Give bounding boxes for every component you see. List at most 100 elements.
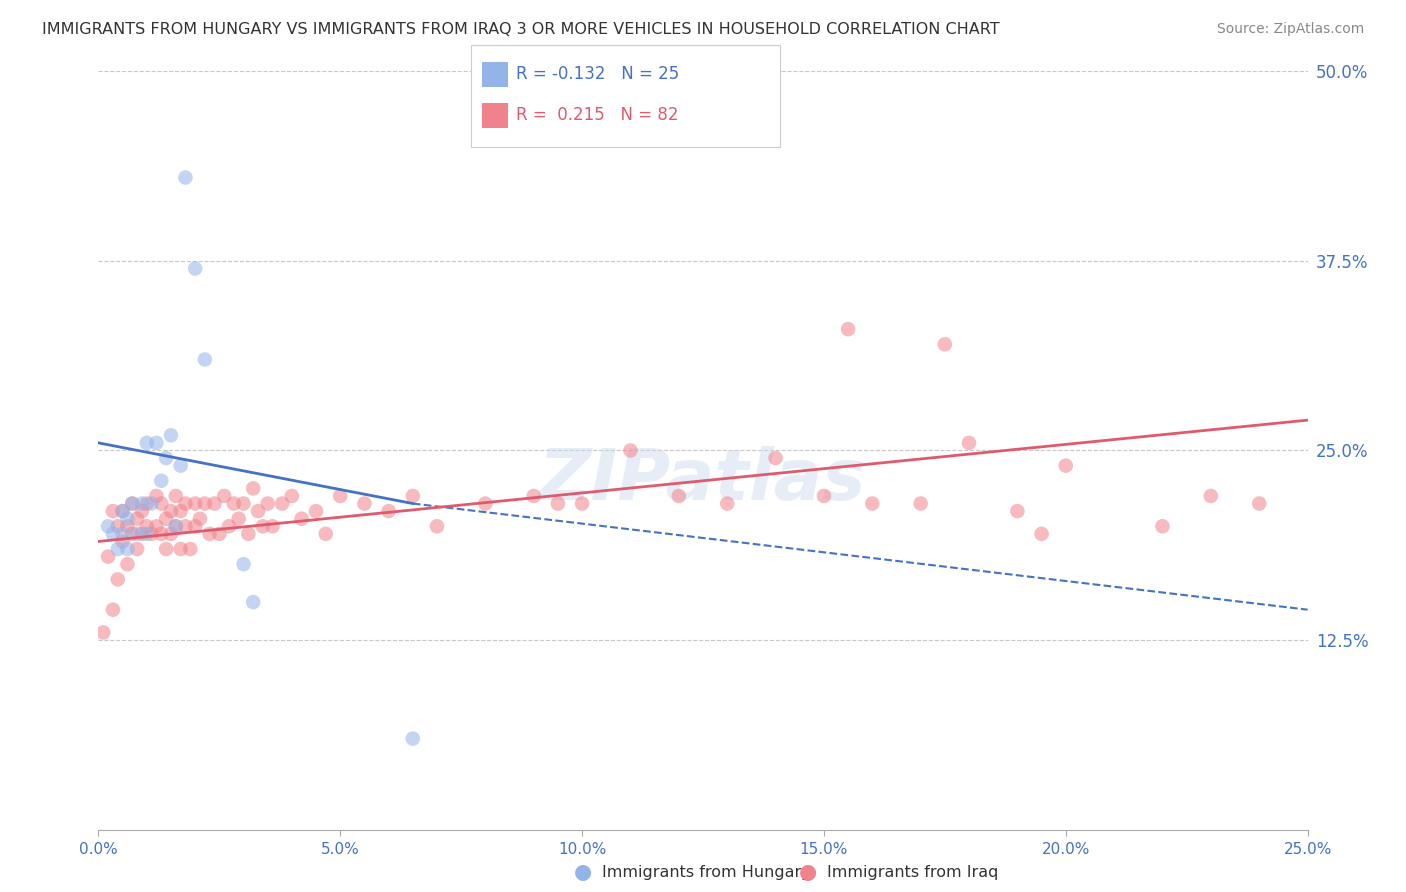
Point: [228, 512, 250, 526]
Point: [135, 526, 157, 541]
Point: [188, 512, 211, 526]
Point: [247, 504, 270, 518]
Point: [97, 549, 120, 564]
Point: [121, 526, 143, 541]
Point: [194, 352, 217, 367]
Point: [619, 443, 641, 458]
Point: [290, 512, 312, 526]
Point: [957, 436, 980, 450]
Point: [169, 542, 191, 557]
Point: [571, 496, 593, 510]
Point: [107, 519, 129, 533]
Point: [256, 496, 278, 510]
Text: IMMIGRANTS FROM HUNGARY VS IMMIGRANTS FROM IRAQ 3 OR MORE VEHICLES IN HOUSEHOLD : IMMIGRANTS FROM HUNGARY VS IMMIGRANTS FR…: [42, 22, 1000, 37]
Point: [150, 474, 173, 488]
Point: [837, 322, 859, 336]
Point: [117, 512, 139, 526]
Point: [208, 526, 231, 541]
Point: [165, 519, 187, 533]
Point: [111, 504, 134, 518]
Point: [117, 519, 139, 533]
Point: [252, 519, 274, 533]
Point: [111, 526, 134, 541]
Point: [135, 519, 157, 533]
Point: [1007, 504, 1029, 518]
Text: ZIPatlas: ZIPatlas: [540, 446, 866, 516]
Point: [1054, 458, 1077, 473]
Point: [97, 519, 120, 533]
Point: [910, 496, 932, 510]
Text: Source: ZipAtlas.com: Source: ZipAtlas.com: [1216, 22, 1364, 37]
Text: Immigrants from Iraq: Immigrants from Iraq: [827, 865, 998, 880]
Point: [242, 595, 264, 609]
Point: [127, 542, 149, 557]
Point: [107, 573, 129, 587]
Point: [160, 504, 183, 518]
Point: [377, 504, 399, 518]
Point: [198, 526, 221, 541]
Point: [135, 436, 157, 450]
Point: [1152, 519, 1174, 533]
Point: [121, 496, 143, 510]
Point: [127, 526, 149, 541]
Point: [222, 496, 245, 510]
Point: [353, 496, 375, 510]
Text: ●: ●: [575, 863, 592, 882]
Point: [155, 512, 177, 526]
Point: [242, 482, 264, 496]
Point: [145, 489, 167, 503]
Point: [668, 489, 690, 503]
Point: [150, 496, 173, 510]
Point: [474, 496, 496, 510]
Point: [145, 436, 167, 450]
Point: [329, 489, 352, 503]
Point: [101, 603, 124, 617]
Point: [1199, 489, 1222, 503]
Point: [281, 489, 304, 503]
Text: Immigrants from Hungary: Immigrants from Hungary: [602, 865, 810, 880]
Point: [155, 451, 177, 466]
Point: [101, 504, 124, 518]
Point: [131, 504, 153, 518]
Point: [305, 504, 328, 518]
Point: [1249, 496, 1271, 510]
Point: [135, 496, 157, 510]
Point: [218, 519, 240, 533]
Point: [121, 496, 143, 510]
Point: [1031, 526, 1053, 541]
Point: [160, 526, 183, 541]
Point: [101, 526, 124, 541]
Point: [141, 496, 163, 510]
Point: [813, 489, 835, 503]
Point: [271, 496, 294, 510]
Point: [169, 504, 191, 518]
Point: [174, 170, 197, 185]
Point: [127, 512, 149, 526]
Point: [165, 519, 187, 533]
Point: [91, 625, 114, 640]
Point: [402, 489, 425, 503]
Point: [716, 496, 738, 510]
Point: [194, 496, 217, 510]
Point: [184, 496, 207, 510]
Point: [184, 519, 207, 533]
Point: [111, 534, 134, 549]
Point: [262, 519, 284, 533]
Point: [174, 496, 197, 510]
Point: [547, 496, 569, 510]
Point: [934, 337, 956, 351]
Point: [131, 496, 153, 510]
Point: [165, 489, 187, 503]
Point: [238, 526, 260, 541]
Point: [155, 542, 177, 557]
Point: [131, 526, 153, 541]
Point: [523, 489, 546, 503]
Text: R = -0.132   N = 25: R = -0.132 N = 25: [516, 65, 679, 83]
Point: [179, 542, 201, 557]
Point: [426, 519, 449, 533]
Point: [150, 526, 173, 541]
Point: [107, 542, 129, 557]
Text: R =  0.215   N = 82: R = 0.215 N = 82: [516, 106, 679, 124]
Point: [145, 519, 167, 533]
Point: [184, 261, 207, 276]
